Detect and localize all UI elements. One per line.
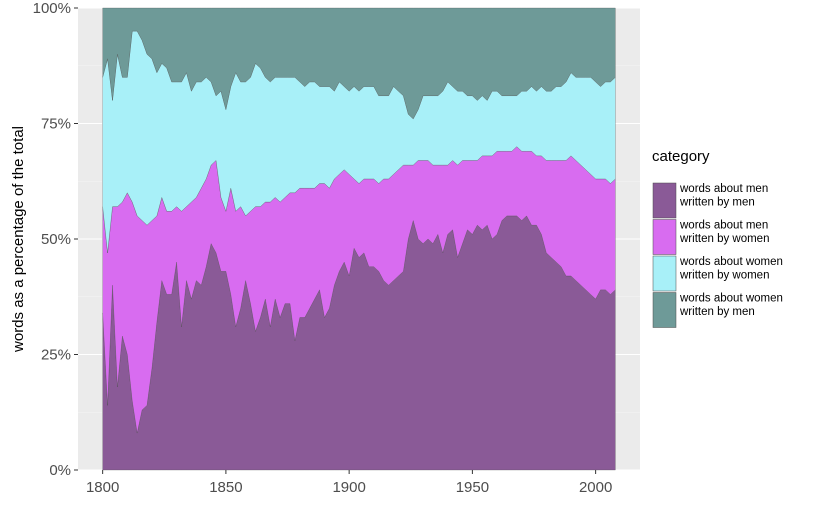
x-tick-label: 1800 <box>86 479 119 496</box>
legend-label-line: written by women <box>679 270 769 282</box>
legend-title: category <box>652 148 710 165</box>
legend-key-1 <box>652 182 677 219</box>
x-axis: 1800 1850 1900 1950 2000 <box>86 470 612 496</box>
y-tick-label: 0% <box>49 462 71 479</box>
y-tick-label: 75% <box>41 116 71 133</box>
x-tick-label: 1950 <box>456 479 489 496</box>
legend-key-2 <box>652 219 677 255</box>
y-axis: 0% 25% 50% 75% 100% <box>33 0 78 479</box>
legend-label-line: written by men <box>679 306 755 318</box>
x-tick-label: 2000 <box>579 479 612 496</box>
area-series-layer <box>102 7 616 471</box>
x-tick-label: 1850 <box>209 479 242 496</box>
y-tick-label: 25% <box>41 347 71 364</box>
y-tick-label: 100% <box>33 0 71 17</box>
legend-label-line: words about men <box>679 220 768 232</box>
area-series-4 <box>102 7 616 120</box>
y-tick-label: 50% <box>41 231 71 248</box>
legend-key-3 <box>652 255 677 292</box>
legend-key-4 <box>652 292 677 328</box>
legend-label-line: written by women <box>679 233 769 245</box>
y-axis-label: words as a percentage of the total <box>10 126 27 353</box>
legend-label-line: words about women <box>679 293 783 305</box>
legend-label-line: written by men <box>679 197 755 209</box>
x-tick-label: 1900 <box>332 479 365 496</box>
legend-label-line: words about men <box>679 183 768 195</box>
legend-label-line: words about women <box>679 256 783 268</box>
